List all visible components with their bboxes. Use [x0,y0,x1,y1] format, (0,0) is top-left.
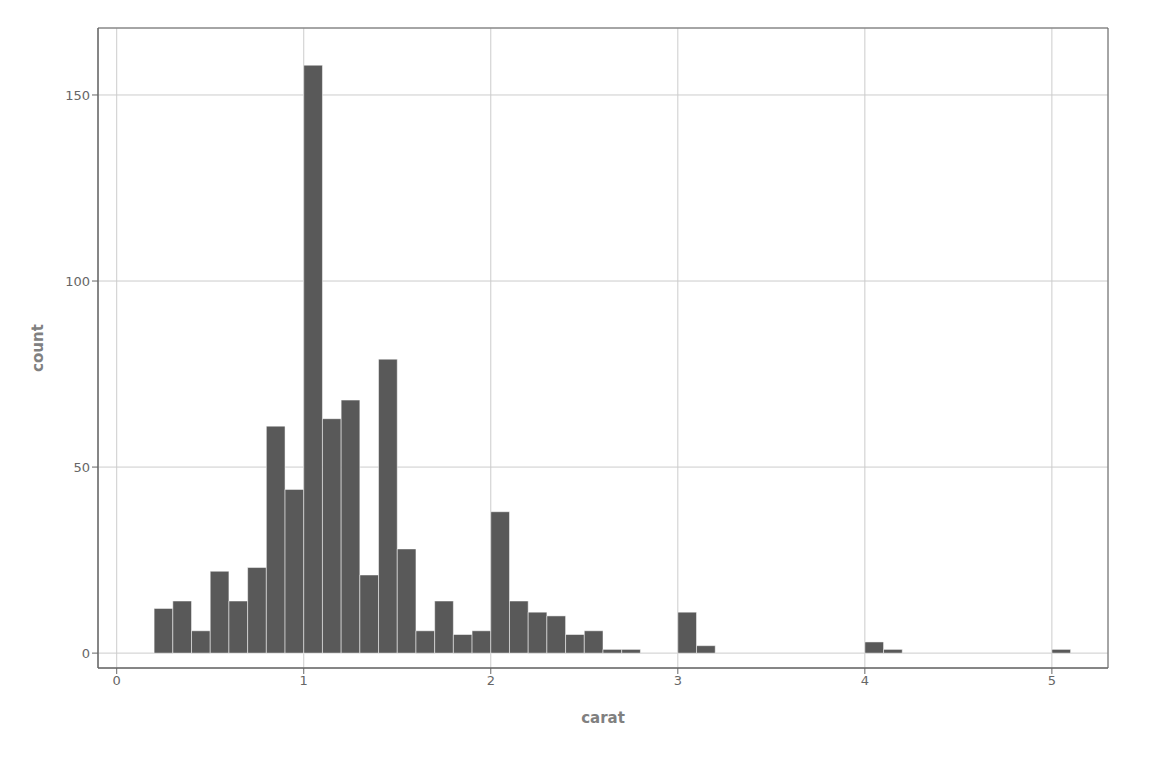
svg-text:150: 150 [65,88,90,103]
svg-text:count: count [29,324,47,372]
svg-text:carat: carat [581,709,625,727]
svg-text:0: 0 [82,646,90,661]
svg-text:5: 5 [1048,673,1056,688]
svg-text:1: 1 [300,673,308,688]
svg-text:50: 50 [73,460,90,475]
svg-text:100: 100 [65,274,90,289]
svg-text:3: 3 [674,673,682,688]
svg-text:2: 2 [487,673,495,688]
svg-text:4: 4 [861,673,869,688]
svg-text:0: 0 [113,673,121,688]
